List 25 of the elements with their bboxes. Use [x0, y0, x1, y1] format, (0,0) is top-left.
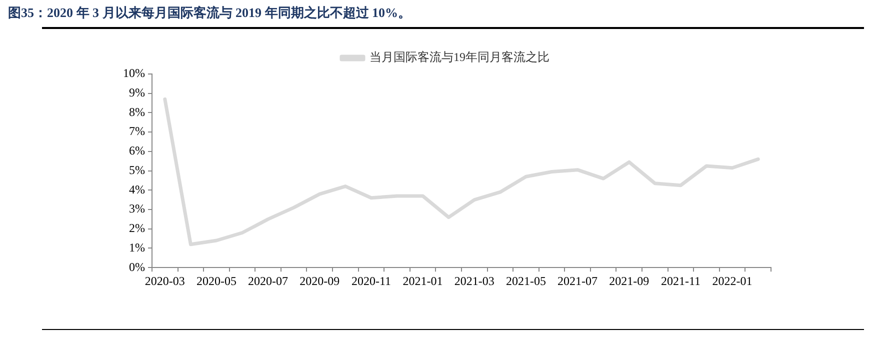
y-tick-label: 8% [128, 104, 145, 119]
x-tick-label: 2020-11 [351, 274, 392, 288]
x-tick-label: 2020-07 [248, 274, 288, 288]
x-tick-label: 2021-09 [609, 274, 650, 288]
y-tick-label: 10% [122, 66, 145, 80]
legend-label: 当月国际客流与19年同月客流之比 [370, 50, 550, 64]
x-tick-label: 2020-05 [196, 274, 236, 288]
y-tick-label: 6% [128, 144, 145, 158]
y-tick-label: 5% [128, 162, 145, 177]
x-tick-label: 2022-01 [712, 274, 752, 288]
y-tick-label: 1% [128, 240, 145, 254]
x-tick-label: 2020-09 [300, 274, 340, 288]
x-tick-label: 2021-01 [402, 274, 443, 288]
y-tick-label: 2% [128, 221, 145, 236]
x-tick-label: 2021-07 [558, 274, 598, 288]
x-tick-label: 2020-03 [144, 274, 185, 288]
x-tick-label: 2021-03 [454, 274, 494, 288]
y-tick-label: 4% [128, 182, 145, 196]
chart-title: 图35：2020 年 3 月以来每月国际客流与 2019 年同期之比不超过 10%。 [8, 4, 411, 22]
y-tick-label: 0% [128, 260, 145, 274]
x-tick-label: 2021-05 [506, 274, 546, 288]
y-tick-label: 7% [128, 124, 145, 138]
y-tick-label: 3% [128, 202, 145, 216]
y-tick-label: 9% [128, 86, 145, 100]
x-tick-label: 2021-11 [660, 274, 701, 288]
